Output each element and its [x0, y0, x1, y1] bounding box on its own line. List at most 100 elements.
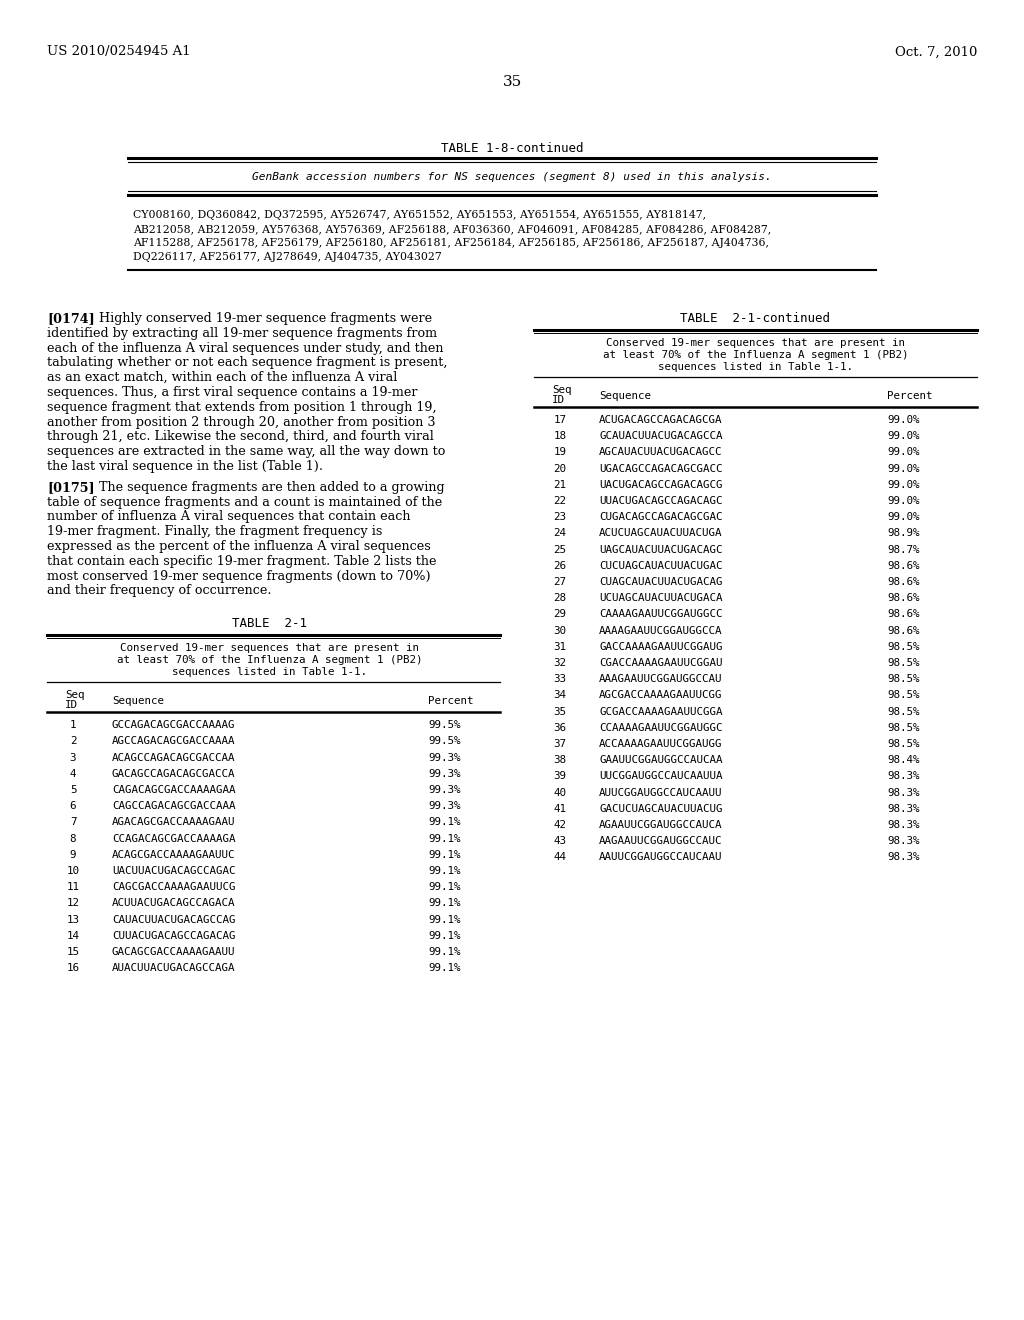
Text: 29: 29	[554, 610, 566, 619]
Text: through 21, etc. Likewise the second, third, and fourth viral: through 21, etc. Likewise the second, th…	[47, 430, 434, 444]
Text: GACCAAAAGAAUUCGGAUG: GACCAAAAGAAUUCGGAUG	[599, 642, 723, 652]
Text: AAAGAAUUCGGAUGGCCAU: AAAGAAUUCGGAUGGCCAU	[599, 675, 723, 684]
Text: 98.5%: 98.5%	[887, 642, 920, 652]
Text: UUACUGACAGCCAGACAGC: UUACUGACAGCCAGACAGC	[599, 496, 723, 506]
Text: AAAAGAAUUCGGAUGGCCA: AAAAGAAUUCGGAUGGCCA	[599, 626, 723, 636]
Text: CUUACUGACAGCCAGACAG: CUUACUGACAGCCAGACAG	[112, 931, 236, 941]
Text: Highly conserved 19-mer sequence fragments were: Highly conserved 19-mer sequence fragmen…	[99, 312, 432, 325]
Text: Sequence: Sequence	[599, 391, 651, 401]
Text: sequences listed in Table 1-1.: sequences listed in Table 1-1.	[658, 362, 853, 372]
Text: 99.1%: 99.1%	[428, 946, 461, 957]
Text: 99.1%: 99.1%	[428, 964, 461, 973]
Text: 99.1%: 99.1%	[428, 850, 461, 859]
Text: 30: 30	[554, 626, 566, 636]
Text: CAGCCAGACAGCGACCAAA: CAGCCAGACAGCGACCAAA	[112, 801, 236, 812]
Text: as an exact match, within each of the influenza A viral: as an exact match, within each of the in…	[47, 371, 397, 384]
Text: CAGCGACCAAAAGAAUUCG: CAGCGACCAAAAGAAUUCG	[112, 882, 236, 892]
Text: ACAGCCAGACAGCGACCAA: ACAGCCAGACAGCGACCAA	[112, 752, 236, 763]
Text: 26: 26	[554, 561, 566, 570]
Text: UGACAGCCAGACAGCGACC: UGACAGCCAGACAGCGACC	[599, 463, 723, 474]
Text: GCCAGACAGCGACCAAAAG: GCCAGACAGCGACCAAAAG	[112, 721, 236, 730]
Text: each of the influenza A viral sequences under study, and then: each of the influenza A viral sequences …	[47, 342, 443, 355]
Text: 99.0%: 99.0%	[887, 479, 920, 490]
Text: 10: 10	[67, 866, 80, 876]
Text: CCAAAAGAAUUCGGAUGGC: CCAAAAGAAUUCGGAUGGC	[599, 723, 723, 733]
Text: 99.1%: 99.1%	[428, 915, 461, 924]
Text: 98.6%: 98.6%	[887, 561, 920, 570]
Text: AUUCGGAUGGCCAUCAAUU: AUUCGGAUGGCCAUCAAUU	[599, 788, 723, 797]
Text: AB212058, AB212059, AY576368, AY576369, AF256188, AF036360, AF046091, AF084285, : AB212058, AB212059, AY576368, AY576369, …	[133, 224, 771, 234]
Text: sequences. Thus, a first viral sequence contains a 19-mer: sequences. Thus, a first viral sequence …	[47, 385, 418, 399]
Text: 99.1%: 99.1%	[428, 931, 461, 941]
Text: 44: 44	[554, 853, 566, 862]
Text: 98.3%: 98.3%	[887, 804, 920, 814]
Text: 35: 35	[503, 75, 521, 88]
Text: 13: 13	[67, 915, 80, 924]
Text: another from position 2 through 20, another from position 3: another from position 2 through 20, anot…	[47, 416, 435, 429]
Text: 2: 2	[70, 737, 76, 746]
Text: 98.6%: 98.6%	[887, 593, 920, 603]
Text: 98.6%: 98.6%	[887, 610, 920, 619]
Text: 98.3%: 98.3%	[887, 788, 920, 797]
Text: 8: 8	[70, 834, 76, 843]
Text: 99.1%: 99.1%	[428, 834, 461, 843]
Text: 20: 20	[554, 463, 566, 474]
Text: Conserved 19-mer sequences that are present in: Conserved 19-mer sequences that are pres…	[606, 338, 905, 348]
Text: ACAGCGACCAAAAGAAUUC: ACAGCGACCAAAAGAAUUC	[112, 850, 236, 859]
Text: UAGCAUACUUACUGACAGC: UAGCAUACUUACUGACAGC	[599, 545, 723, 554]
Text: 99.3%: 99.3%	[428, 752, 461, 763]
Text: 38: 38	[554, 755, 566, 766]
Text: 39: 39	[554, 771, 566, 781]
Text: 40: 40	[554, 788, 566, 797]
Text: UACUUACUGACAGCCAGAC: UACUUACUGACAGCCAGAC	[112, 866, 236, 876]
Text: 99.1%: 99.1%	[428, 866, 461, 876]
Text: US 2010/0254945 A1: US 2010/0254945 A1	[47, 45, 190, 58]
Text: UCUAGCAUACUUACUGACA: UCUAGCAUACUUACUGACA	[599, 593, 723, 603]
Text: 22: 22	[554, 496, 566, 506]
Text: Percent: Percent	[428, 696, 473, 706]
Text: tabulating whether or not each sequence fragment is present,: tabulating whether or not each sequence …	[47, 356, 447, 370]
Text: 27: 27	[554, 577, 566, 587]
Text: [0175]: [0175]	[47, 480, 94, 494]
Text: 3: 3	[70, 752, 76, 763]
Text: CAGACAGCGACCAAAAGAA: CAGACAGCGACCAAAAGAA	[112, 785, 236, 795]
Text: 98.7%: 98.7%	[887, 545, 920, 554]
Text: 19: 19	[554, 447, 566, 458]
Text: CUGACAGCCAGACAGCGAC: CUGACAGCCAGACAGCGAC	[599, 512, 723, 523]
Text: CCAGACAGCGACCAAAAGA: CCAGACAGCGACCAAAAGA	[112, 834, 236, 843]
Text: 99.0%: 99.0%	[887, 432, 920, 441]
Text: 16: 16	[67, 964, 80, 973]
Text: AAGAAUUCGGAUGGCCAUC: AAGAAUUCGGAUGGCCAUC	[599, 836, 723, 846]
Text: GCAUACUUACUGACAGCCA: GCAUACUUACUGACAGCCA	[599, 432, 723, 441]
Text: that contain each specific 19-mer fragment. Table 2 lists the: that contain each specific 19-mer fragme…	[47, 554, 436, 568]
Text: GACAGCCAGACAGCGACCA: GACAGCCAGACAGCGACCA	[112, 768, 236, 779]
Text: number of influenza A viral sequences that contain each: number of influenza A viral sequences th…	[47, 511, 411, 524]
Text: sequences listed in Table 1-1.: sequences listed in Table 1-1.	[172, 667, 368, 677]
Text: DQ226117, AF256177, AJ278649, AJ404735, AY043027: DQ226117, AF256177, AJ278649, AJ404735, …	[133, 252, 441, 261]
Text: ACUUACUGACAGCCAGACA: ACUUACUGACAGCCAGACA	[112, 899, 236, 908]
Text: 24: 24	[554, 528, 566, 539]
Text: 99.0%: 99.0%	[887, 447, 920, 458]
Text: 99.0%: 99.0%	[887, 512, 920, 523]
Text: ACCAAAAGAAUUCGGAUGG: ACCAAAAGAAUUCGGAUGG	[599, 739, 723, 748]
Text: ACUCUAGCAUACUUACUGA: ACUCUAGCAUACUUACUGA	[599, 528, 723, 539]
Text: 17: 17	[554, 414, 566, 425]
Text: sequences are extracted in the same way, all the way down to: sequences are extracted in the same way,…	[47, 445, 445, 458]
Text: 4: 4	[70, 768, 76, 779]
Text: 5: 5	[70, 785, 76, 795]
Text: and their frequency of occurrence.: and their frequency of occurrence.	[47, 585, 271, 598]
Text: sequence fragment that extends from position 1 through 19,: sequence fragment that extends from posi…	[47, 401, 436, 413]
Text: 99.0%: 99.0%	[887, 414, 920, 425]
Text: ID: ID	[65, 700, 78, 710]
Text: AUACUUACUGACAGCCAGA: AUACUUACUGACAGCCAGA	[112, 964, 236, 973]
Text: 15: 15	[67, 946, 80, 957]
Text: 25: 25	[554, 545, 566, 554]
Text: 98.5%: 98.5%	[887, 739, 920, 748]
Text: 37: 37	[554, 739, 566, 748]
Text: 98.3%: 98.3%	[887, 771, 920, 781]
Text: 12: 12	[67, 899, 80, 908]
Text: CUAGCAUACUUACUGACAG: CUAGCAUACUUACUGACAG	[599, 577, 723, 587]
Text: 34: 34	[554, 690, 566, 701]
Text: Conserved 19-mer sequences that are present in: Conserved 19-mer sequences that are pres…	[121, 643, 420, 653]
Text: expressed as the percent of the influenza A viral sequences: expressed as the percent of the influenz…	[47, 540, 431, 553]
